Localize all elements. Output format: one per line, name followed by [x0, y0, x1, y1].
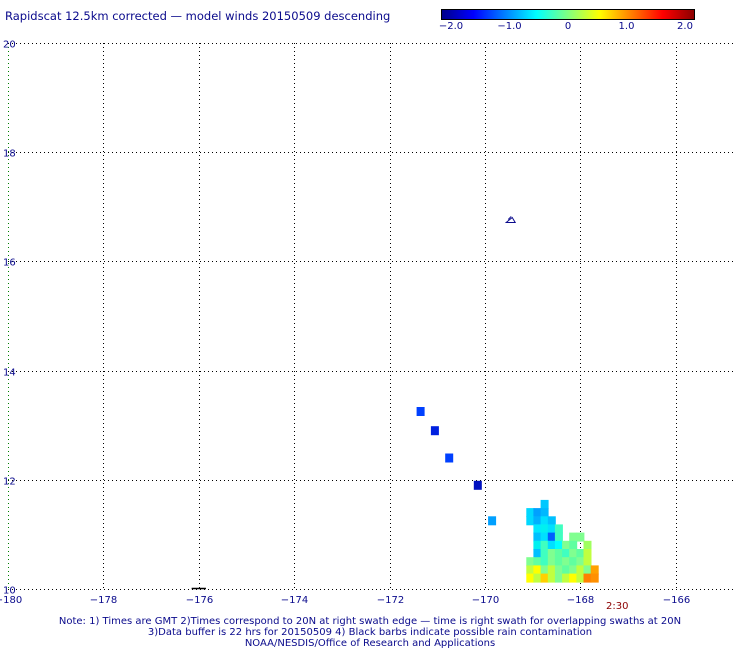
wind-cell	[488, 516, 497, 526]
wind-cell	[554, 565, 563, 575]
y-tick-label: 10	[3, 586, 16, 597]
wind-cell	[576, 573, 585, 583]
wind-cell	[540, 499, 549, 509]
x-tick-label: −180	[0, 595, 22, 606]
wind-cell	[526, 516, 535, 526]
wind-cell	[569, 557, 578, 567]
wind-cell	[445, 453, 454, 463]
wind-cell	[547, 524, 556, 534]
barb-marker	[504, 216, 517, 223]
wind-cell	[547, 557, 556, 567]
wind-cell	[569, 565, 578, 575]
wind-cell	[554, 532, 563, 542]
wind-cell	[554, 540, 563, 550]
colorbar-tick: 2.0	[677, 21, 693, 32]
wind-cell	[583, 557, 592, 567]
y-tick-label: 16	[3, 258, 16, 269]
map-title: Rapidscat 12.5km corrected — model winds…	[5, 9, 391, 23]
wind-cell	[526, 557, 535, 567]
wind-cell	[554, 524, 563, 534]
wind-cell	[547, 565, 556, 575]
wind-cell	[533, 532, 542, 542]
wind-cell	[416, 407, 425, 416]
wind-cell	[547, 573, 556, 583]
wind-cell	[554, 557, 563, 567]
wind-cell	[540, 557, 549, 567]
y-tick-label: 20	[3, 40, 16, 51]
y-tick-label: 12	[3, 477, 16, 488]
y-tick-label: 18	[3, 149, 16, 160]
note-line-3: NOAA/NESDIS/Office of Research and Appli…	[244, 638, 496, 649]
wind-cell	[473, 480, 482, 490]
wind-cell	[562, 549, 571, 558]
wind-cell	[540, 573, 549, 583]
wind-cell	[569, 549, 578, 558]
colorbar-tick: 0	[564, 21, 572, 32]
x-tick-label: −168	[567, 595, 594, 606]
wind-cell	[533, 540, 542, 550]
wind-cell	[540, 565, 549, 575]
wind-cell	[547, 540, 556, 550]
wind-cell	[576, 557, 585, 567]
wind-cell	[533, 508, 542, 518]
wind-cell	[562, 557, 571, 567]
wind-cell	[533, 516, 542, 526]
wind-cell	[590, 565, 599, 575]
x-tick-label: −172	[377, 595, 404, 606]
wind-cell	[576, 532, 585, 542]
wind-cell	[540, 524, 549, 534]
x-tick-label: −176	[186, 595, 213, 606]
x-tick-label: −170	[472, 595, 499, 606]
wind-cell	[583, 565, 592, 575]
wind-cell	[562, 565, 571, 575]
x-tick-label: −174	[281, 595, 308, 606]
wind-cell	[569, 540, 578, 550]
colorbar	[441, 9, 695, 20]
swath-time-label: 2:30	[606, 601, 629, 612]
x-tick-label: −178	[90, 595, 117, 606]
wind-cell	[533, 565, 542, 575]
wind-cell	[547, 549, 556, 558]
wind-cell	[540, 532, 549, 542]
wind-cell	[540, 549, 549, 558]
wind-cell	[533, 573, 542, 583]
wind-cell	[547, 532, 556, 542]
wind-cell	[526, 565, 535, 575]
wind-cell	[562, 573, 571, 583]
y-tick-label: 14	[3, 368, 16, 379]
wind-cell	[576, 565, 585, 575]
wind-cell	[569, 573, 578, 583]
wind-cell	[554, 573, 563, 583]
colorbar-tick: 1.0	[618, 21, 635, 32]
wind-cell	[583, 540, 592, 550]
wind-cell	[590, 573, 599, 583]
wind-cell	[562, 540, 571, 550]
wind-cell	[540, 540, 549, 550]
wind-cell	[576, 549, 585, 558]
wind-cell	[583, 549, 592, 558]
note-line-2: 3)Data buffer is 22 hrs for 20150509 4) …	[147, 627, 593, 638]
wind-cell	[526, 573, 535, 583]
wind-cell	[533, 524, 542, 534]
wind-cell	[583, 573, 592, 583]
x-tick-label: −166	[663, 595, 690, 606]
wind-cell	[554, 549, 563, 558]
wind-cell	[533, 557, 542, 567]
wind-cell	[569, 532, 578, 542]
wind-cell	[540, 516, 549, 526]
wind-cell	[547, 516, 556, 526]
colorbar-tick: −1.0	[497, 21, 522, 32]
wind-cell	[430, 426, 439, 436]
note-line-1: Note: 1) Times are GMT 2)Times correspon…	[58, 616, 682, 627]
wind-cell	[526, 508, 535, 518]
wind-cell	[540, 508, 549, 518]
colorbar-tick: −2.0	[438, 21, 464, 32]
wind-cell	[533, 549, 542, 558]
